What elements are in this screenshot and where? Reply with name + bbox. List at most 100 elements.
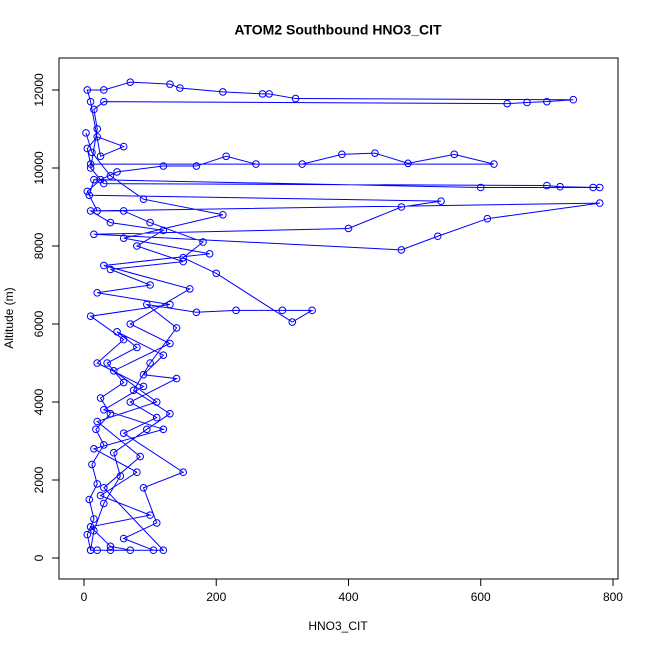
data-point [106,542,115,551]
data-point [179,257,187,266]
data-point [83,144,92,153]
data-point [159,546,168,555]
data-point [523,98,531,107]
data-point [143,300,151,309]
data-point [113,168,121,176]
data-point [397,246,406,254]
data-point [212,269,221,278]
data-point [82,129,90,137]
data-point [93,288,102,297]
data-point [90,105,98,114]
data-point [589,183,597,192]
y-axis-label: Altitude (m) [2,287,16,348]
data-point [179,253,187,262]
data-point [119,234,128,242]
data-point [291,94,300,103]
data-point [86,97,95,106]
data-point [100,261,108,270]
data-point [106,546,115,555]
data-point [149,546,158,555]
data-point [139,195,148,203]
data-point [338,150,346,159]
data-point [119,207,128,215]
data-point [100,499,108,508]
data-point [543,97,551,106]
data-point [139,370,148,379]
data-point [100,86,108,94]
y-tick-label: 8000 [32,232,46,259]
data-point [166,80,174,88]
data-point [222,152,230,161]
data-point [126,398,135,406]
data-point [159,425,168,434]
data-point [344,224,353,233]
data-point [106,409,115,418]
data-point [109,367,118,375]
data-point [404,159,412,168]
data-point [232,306,240,315]
data-point [88,460,96,469]
data-point [433,232,442,241]
data-point [543,181,551,190]
x-tick-label: 400 [338,590,358,604]
data-point [100,179,108,188]
data-point [450,150,459,159]
data-point [106,171,115,180]
data-point [86,207,95,215]
data-point [166,409,174,418]
data-point [159,351,168,360]
data-point [119,378,128,387]
x-tick-label: 0 [81,590,88,604]
x-tick-label: 800 [603,590,623,604]
data-point [96,394,105,402]
data-point [103,359,111,367]
data-point [83,86,92,94]
data-point [119,335,128,344]
data-point [119,534,128,543]
data-point [83,530,92,539]
data-point [133,468,141,477]
data-point [106,265,115,274]
data-point [109,448,118,457]
data-point [139,484,148,492]
data-point [86,164,95,172]
data-point [503,99,511,108]
chart-title: ATOM2 Southbound HNO3_CIT [234,22,442,38]
data-point [86,523,95,531]
data-point [483,214,492,223]
y-tick-label: 12000 [32,73,46,107]
data-point [437,197,445,205]
data-point [490,160,498,168]
series-line [85,81,600,551]
data-point [569,95,578,104]
data-point [476,183,485,192]
data-point [176,84,184,92]
data-point [92,425,100,434]
data-point [146,218,154,227]
data-point [133,343,141,352]
data-point [595,199,604,207]
data-point [146,281,154,289]
data-point [90,445,98,453]
data-point [146,511,154,519]
data-point [93,125,102,133]
data-point [152,519,161,527]
data-point [192,308,201,317]
data-point [96,152,105,161]
data-point [166,339,174,348]
data-point [143,425,151,434]
data-point [113,327,121,336]
data-point [278,306,287,315]
data-point [139,382,148,391]
data-point [172,324,181,332]
data-point [129,386,138,395]
data-point [179,468,187,477]
data-point [159,162,168,170]
data-point [371,149,379,157]
data-point [90,515,98,523]
x-axis-label: HNO3_CIT [308,619,368,633]
y-tick-label: 6000 [32,310,46,337]
data-point [556,182,564,191]
data-point [205,249,214,258]
